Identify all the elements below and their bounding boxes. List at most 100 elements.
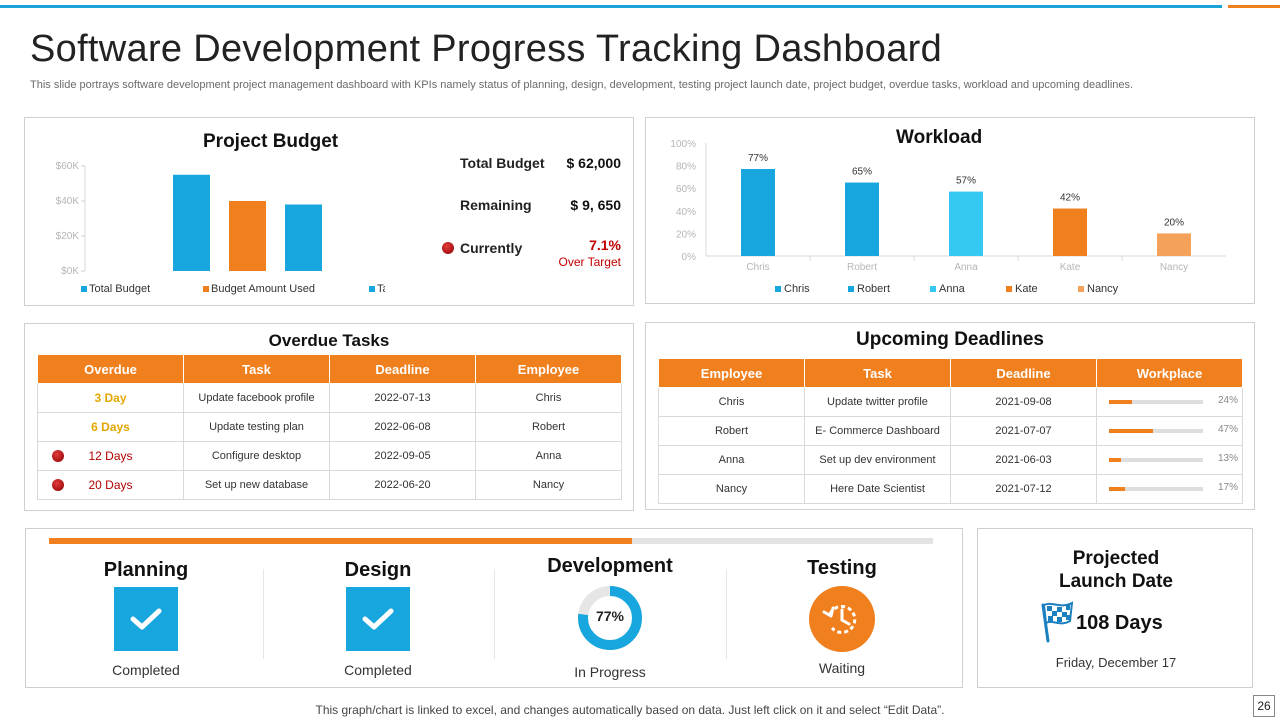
y-tick-label: $0K — [61, 266, 79, 277]
legend-swatch — [775, 286, 781, 292]
employee-cell: Nancy — [658, 474, 805, 504]
bar-budget-amount-used — [229, 201, 266, 271]
column-header-deadline[interactable]: Deadline — [950, 358, 1097, 388]
column-header-task[interactable]: Task — [183, 354, 330, 384]
workplace-progress-fill — [1109, 429, 1154, 433]
column-header-deadline[interactable]: Deadline — [329, 354, 476, 384]
progress-ring: 77% — [575, 583, 645, 653]
column-header-employee[interactable]: Employee — [658, 358, 805, 388]
y-tick-label: $40K — [56, 196, 80, 207]
phase-planning[interactable]: Planning Completed — [46, 559, 246, 678]
launch-title-line1: Projected — [1072, 548, 1160, 569]
workload-title: Workload — [896, 127, 983, 148]
total-budget-label: Total Budget — [460, 155, 545, 171]
table-row[interactable]: Chris Update twitter profile 2021-09-08 … — [658, 387, 1243, 417]
column-header-workplace[interactable]: Workplace — [1096, 358, 1243, 388]
y-tick-label: 60% — [676, 184, 696, 195]
divider — [263, 569, 264, 659]
legend-label: Kate — [1015, 283, 1038, 295]
phase-name: Design — [344, 559, 412, 581]
bar-robert — [845, 182, 879, 256]
table-row[interactable]: 20 Days Set up new database 2022-06-20 N… — [37, 470, 622, 500]
launch-date: Friday, December 17 — [1055, 655, 1177, 670]
project-budget-chart[interactable]: $0K $20K $40K $60K Total Budget Budget Amount… — [55, 156, 385, 306]
employee-cell: Nancy — [475, 470, 622, 500]
data-label: 57% — [956, 176, 976, 187]
phase-status: In Progress — [574, 664, 646, 680]
y-tick-label: 100% — [670, 139, 696, 150]
progress-value: 77% — [595, 608, 625, 624]
projected-launch-panel: Projected Launch Date 108 Days Friday, D… — [977, 528, 1253, 688]
y-tick-label: 80% — [676, 162, 696, 173]
overdue-value: 20 Days — [88, 478, 133, 492]
clock-refresh-icon — [809, 586, 875, 652]
alert-dot-icon — [442, 242, 454, 254]
checkered-flag-icon — [1041, 601, 1074, 643]
task-cell: Update facebook profile — [183, 383, 330, 413]
workplace-percent: 13% — [1217, 453, 1238, 464]
divider — [494, 569, 495, 659]
column-header-overdue[interactable]: Overdue — [37, 354, 184, 384]
phase-name: Testing — [807, 557, 877, 579]
bar-total-budget — [173, 174, 210, 271]
bar-kate — [1053, 208, 1087, 256]
table-row[interactable]: Robert E- Commerce Dashboard 2021-07-07 … — [658, 416, 1243, 446]
overdue-cell: 20 Days — [37, 470, 184, 500]
bar-target-amount-used — [285, 204, 322, 271]
task-cell: Set up dev environment — [804, 445, 951, 475]
y-tick-label: $60K — [56, 161, 80, 172]
legend-label: Budget Amount Used — [211, 283, 315, 295]
launch-days: 108 Days — [1076, 612, 1163, 634]
task-cell: Update testing plan — [183, 412, 330, 442]
deadline-cell: 2022-06-20 — [329, 470, 476, 500]
table-row[interactable]: Anna Set up dev environment 2021-06-03 1… — [658, 445, 1243, 475]
legend-label: Target Amount Used — [377, 283, 385, 295]
page-title: Software Development Progress Tracking D… — [30, 28, 943, 70]
column-header-employee[interactable]: Employee — [475, 354, 622, 384]
phase-status: Completed — [112, 662, 180, 678]
deadline-cell: 2022-06-08 — [329, 412, 476, 442]
overdue-value: 12 Days — [88, 449, 133, 463]
alert-dot-icon — [52, 479, 64, 491]
currently-label: Currently — [460, 240, 523, 256]
overall-progress-bar — [49, 538, 933, 544]
phase-development[interactable]: Development 77% In Progress — [510, 555, 710, 680]
table-row[interactable]: Nancy Here Date Scientist 2021-07-12 17% — [658, 474, 1243, 504]
workload-chart[interactable]: 0% 20% 40% 60% 80% 100% 77% Chris 65% Robert 57% An… — [656, 136, 1246, 301]
legend-label: Chris — [784, 283, 810, 295]
task-cell: Configure desktop — [183, 441, 330, 471]
total-budget-value: $ 62,000 — [566, 155, 622, 171]
top-accent-line-orange — [1228, 5, 1280, 8]
currently-value: 7.1% — [589, 237, 621, 253]
overdue-tasks-table: Overdue Task Deadline Employee 3 Day Upd… — [37, 354, 622, 500]
table-row[interactable]: 3 Day Update facebook profile 2022-07-13… — [37, 383, 622, 413]
overdue-cell: 6 Days — [37, 412, 184, 442]
overdue-cell: 3 Day — [37, 383, 184, 413]
employee-cell: Chris — [658, 387, 805, 417]
phase-name: Planning — [103, 559, 189, 581]
alert-dot-icon — [52, 450, 64, 462]
check-icon — [114, 587, 178, 651]
data-label: 77% — [748, 153, 768, 164]
task-cell: Update twitter profile — [804, 387, 951, 417]
workplace-progress-fill — [1109, 458, 1122, 462]
workplace-cell: 24% — [1096, 387, 1243, 417]
legend-label: Anna — [939, 283, 966, 295]
legend-label: Total Budget — [89, 283, 150, 295]
bar-nancy — [1157, 233, 1191, 256]
legend-label: Robert — [857, 283, 890, 295]
column-header-task[interactable]: Task — [804, 358, 951, 388]
table-row[interactable]: 6 Days Update testing plan 2022-06-08 Ro… — [37, 412, 622, 442]
table-row[interactable]: 12 Days Configure desktop 2022-09-05 Ann… — [37, 441, 622, 471]
workplace-progress-bar — [1109, 400, 1203, 404]
phase-design[interactable]: Design Completed — [278, 559, 478, 678]
data-label: 42% — [1060, 193, 1080, 204]
task-cell: Set up new database — [183, 470, 330, 500]
legend-label: Nancy — [1087, 283, 1119, 295]
phase-testing[interactable]: Testing Waiting — [742, 557, 942, 676]
project-phases-panel: Planning Completed Design Completed Deve… — [25, 528, 963, 688]
deadline-cell: 2022-07-13 — [329, 383, 476, 413]
deadline-cell: 2021-06-03 — [950, 445, 1097, 475]
page-subtitle: This slide portrays software development… — [30, 79, 1134, 91]
workplace-percent: 24% — [1217, 395, 1238, 406]
